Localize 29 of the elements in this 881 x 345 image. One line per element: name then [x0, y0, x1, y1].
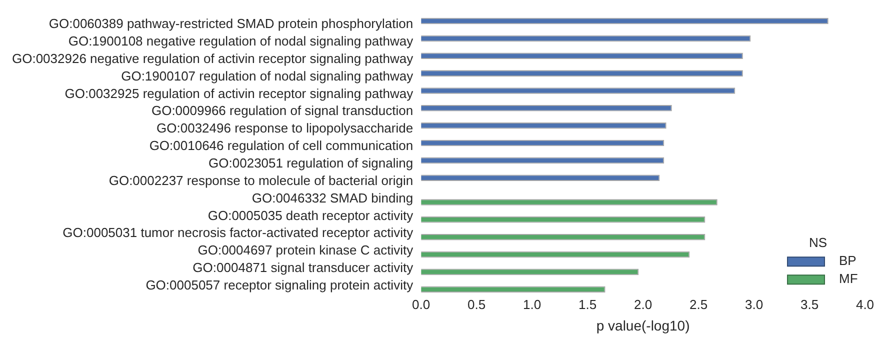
y-tick-label: GO:1900108 negative regulation of nodal signaling pathway [68, 34, 414, 49]
x-tick-label: 0.5 [468, 296, 486, 312]
x-tick-label: 2.0 [634, 296, 652, 312]
x-tick-label: 1.0 [523, 296, 542, 312]
y-tick-label: GO:1900107 regulation of nodal signaling pathway [121, 68, 414, 84]
x-tick-label: 0.0 [412, 296, 430, 312]
y-tick-label: GO:0005035 death receptor activity [208, 208, 414, 223]
y-tick-label: GO:0005031 tumor necrosis factor-activated receptor activity [62, 225, 414, 240]
legend-label: BP [839, 253, 856, 268]
y-tick-label: GO:0060389 pathway-restricted SMAD protein phosphorylation [48, 16, 414, 32]
x-tick-label: 2.5 [689, 296, 708, 312]
x-tick-label: 3.5 [800, 296, 819, 312]
y-tick-label: GO:0032496 response to lipopolysaccharide [156, 120, 414, 136]
x-tick-label: 1.5 [578, 296, 597, 312]
x-tick-label: 3.0 [744, 296, 764, 312]
y-tick-label: GO:0032926 negative regulation of activin receptor signaling pathway [12, 50, 414, 66]
legend-title: NS [808, 235, 828, 250]
y-tick-label: GO:0010646 regulation of cell communication [149, 138, 414, 154]
legend-label: MF [839, 271, 858, 286]
y-tick-label: GO:0046332 SMAD binding [252, 190, 414, 206]
x-tick-label: 4.0 [856, 296, 874, 312]
y-tick-label: GO:0009966 regulation of signal transduction [151, 103, 414, 118]
y-tick-label: GO:0023051 regulation of signaling [208, 155, 414, 170]
y-tick-label: GO:0004871 signal transducer activity [192, 260, 414, 276]
y-tick-label: GO:0002237 response to molecule of bacterial origin [108, 172, 414, 188]
x-axis-title: p value(-log10) [596, 317, 690, 334]
y-tick-label: GO:0004697 protein kinase C activity [198, 242, 414, 258]
y-tick-label: GO:0005057 receptor signaling protein activity [146, 277, 414, 292]
y-tick-label: GO:0032925 regulation of activin receptor signaling pathway [64, 86, 414, 101]
